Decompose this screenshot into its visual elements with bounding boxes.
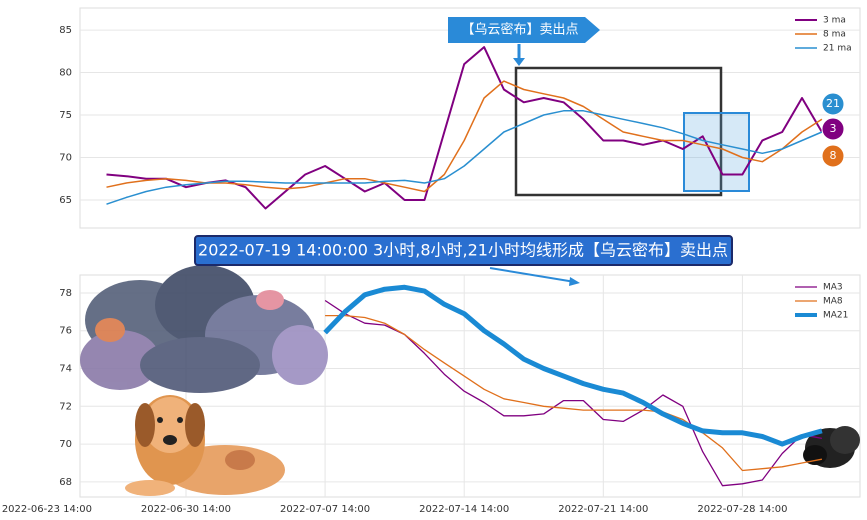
series-line	[323, 284, 823, 447]
legend-label: MA3	[823, 283, 843, 293]
x-tick-label: 2022-06-23 14:00	[2, 504, 92, 515]
banner-arrow-head	[569, 277, 580, 286]
x-tick-label: 2022-06-30 14:00	[141, 504, 231, 515]
banner-arrow	[489, 267, 576, 283]
x-tick-label: 2022-07-14 14:00	[419, 504, 509, 515]
end-label-badge	[821, 92, 845, 116]
annotation: 【乌云密布】卖出点	[461, 22, 578, 38]
y-tick-label: 65	[59, 195, 72, 206]
legend-label: 21 ma	[823, 44, 852, 54]
illustrations	[80, 265, 860, 496]
legend-label: MA21	[823, 311, 848, 321]
top-plot-frame	[79, 7, 861, 229]
legend-label: 3 ma	[823, 16, 846, 26]
legend-label: 8 ma	[823, 30, 846, 40]
end-label: 8	[830, 149, 837, 162]
end-label-badge	[821, 144, 845, 168]
y-tick-label: 70	[59, 152, 72, 163]
highlight-box	[683, 112, 750, 192]
y-tick-label: 74	[59, 364, 72, 375]
y-tick-label: 68	[59, 477, 72, 488]
cloud-left	[80, 265, 328, 393]
y-tick-label: 70	[59, 439, 72, 450]
y-tick-label: 85	[59, 25, 72, 36]
bottom-plot-frame	[79, 274, 861, 498]
series-line	[324, 299, 823, 487]
end-label: 21	[826, 97, 840, 110]
y-tick-label: 76	[59, 326, 72, 337]
highlight-box	[514, 66, 723, 197]
series-line	[106, 110, 823, 205]
series-line	[106, 80, 823, 193]
banner-text: 2022-07-19 14:00:00 3小时,8小时,21小时均线形成【乌云密…	[198, 241, 728, 260]
banner	[194, 235, 733, 266]
callout-pointer-head	[513, 58, 525, 66]
y-tick-label: 75	[59, 110, 72, 121]
y-tick-label: 78	[59, 288, 72, 299]
x-tick-label: 2022-07-07 14:00	[280, 504, 370, 515]
legend-label: MA8	[823, 297, 843, 307]
callout-arrow	[448, 17, 600, 43]
dog	[125, 395, 285, 496]
series-line	[325, 314, 823, 472]
y-tick-label: 80	[59, 68, 72, 79]
y-tick-label: 72	[59, 401, 72, 412]
end-label-badge	[821, 117, 845, 141]
series-line	[106, 46, 823, 210]
x-tick-label: 2022-07-21 14:00	[558, 504, 648, 515]
end-label: 3	[830, 122, 837, 135]
x-tick-label: 2022-07-28 14:00	[697, 504, 787, 515]
